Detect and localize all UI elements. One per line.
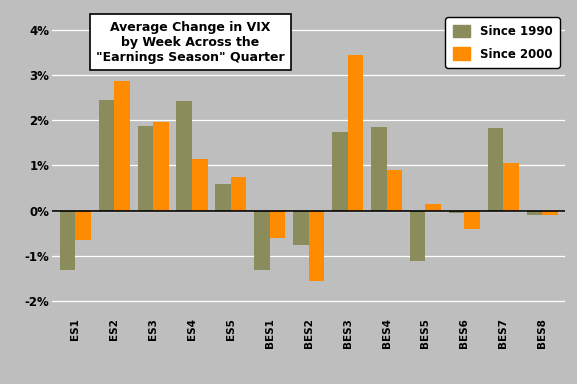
Bar <box>75 211 91 240</box>
Bar <box>114 81 130 211</box>
Legend: Since 1990, Since 2000: Since 1990, Since 2000 <box>445 17 560 68</box>
Bar <box>309 211 324 281</box>
Bar <box>387 170 402 211</box>
Bar <box>410 211 425 261</box>
Bar <box>503 163 519 211</box>
Text: Average Change in VIX
by Week Across the
"Earnings Season" Quarter: Average Change in VIX by Week Across the… <box>96 21 285 64</box>
Bar <box>347 55 363 211</box>
Bar <box>488 128 503 211</box>
Bar <box>137 126 153 211</box>
Bar <box>59 211 75 270</box>
Bar <box>270 211 286 238</box>
Bar <box>99 100 114 211</box>
Bar <box>254 211 270 270</box>
Bar <box>464 211 480 229</box>
Bar <box>177 101 192 211</box>
Bar <box>231 177 246 211</box>
Bar <box>425 204 441 211</box>
Bar <box>153 122 168 211</box>
Bar <box>449 211 464 213</box>
Bar <box>215 184 231 211</box>
Bar <box>293 211 309 245</box>
Bar <box>371 127 387 211</box>
Bar <box>527 211 542 215</box>
Bar <box>192 159 208 211</box>
Bar <box>332 131 347 211</box>
Bar <box>542 211 558 215</box>
